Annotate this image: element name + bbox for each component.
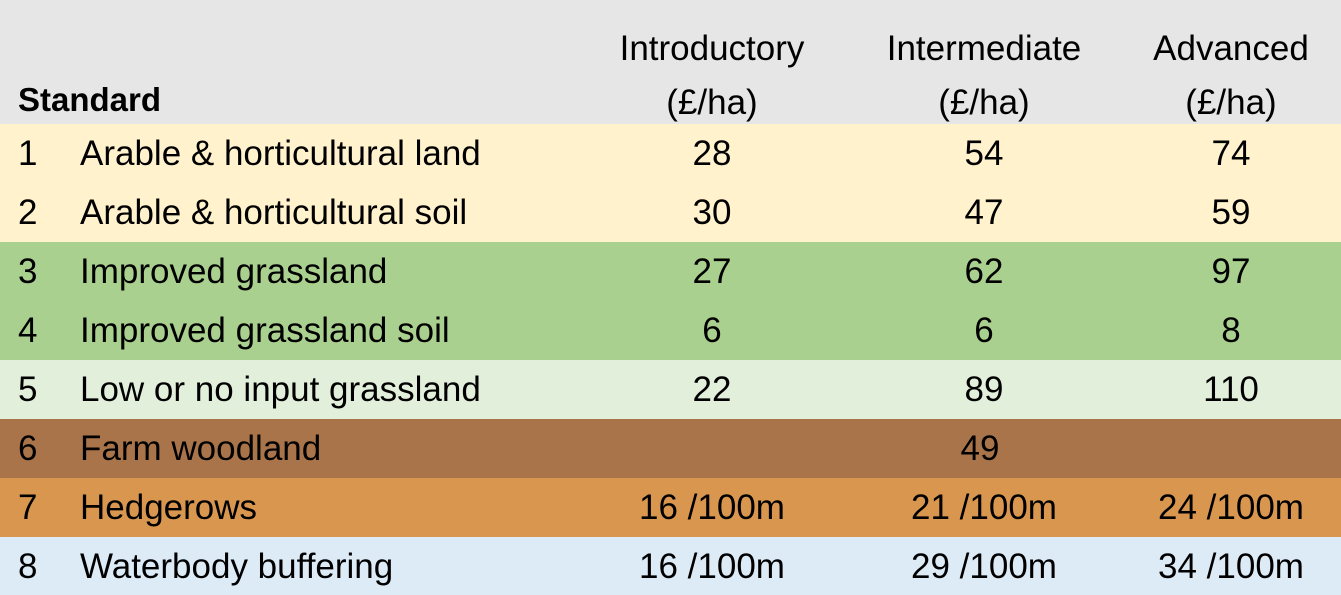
table-row: 4 Improved grassland soil 6 6 8 xyxy=(0,301,1341,360)
intermediate-rate: 89 xyxy=(964,370,1004,409)
introductory-rate: 16 /100m xyxy=(639,547,785,586)
introductory-column-header: Introductory (£/ha) xyxy=(590,22,834,130)
standard-number: 4 xyxy=(18,311,38,350)
standard-number: 6 xyxy=(18,429,38,468)
intermediate-rate: 29 /100m xyxy=(911,547,1057,586)
standard-column-header: Standard xyxy=(18,81,162,118)
standard-number: 7 xyxy=(18,488,38,527)
flat-rate: 49 xyxy=(960,429,1000,468)
advanced-header-unit: (£/ha) xyxy=(1185,83,1277,122)
standard-number: 5 xyxy=(18,370,38,409)
intermediate-rate: 47 xyxy=(964,193,1004,232)
advanced-rate: 8 xyxy=(1221,311,1241,350)
advanced-rate: 74 xyxy=(1211,134,1251,173)
standard-number: 2 xyxy=(18,193,38,232)
standard-name: Hedgerows xyxy=(80,488,258,527)
advanced-rate: 24 /100m xyxy=(1158,488,1304,527)
standard-name: Waterbody buffering xyxy=(80,547,394,586)
advanced-rate: 59 xyxy=(1211,193,1251,232)
standard-name: Farm woodland xyxy=(80,429,322,468)
advanced-header-title: Advanced xyxy=(1153,29,1309,68)
intermediate-rate: 54 xyxy=(964,134,1004,173)
introductory-rate: 22 xyxy=(692,370,732,409)
introductory-rate: 27 xyxy=(692,252,732,291)
table-row: 5 Low or no input grassland 22 89 110 xyxy=(0,360,1341,419)
intermediate-rate: 62 xyxy=(964,252,1004,291)
standard-name: Low or no input grassland xyxy=(80,370,481,409)
introductory-header-unit: (£/ha) xyxy=(666,83,758,122)
table-row: 1 Arable & horticultural land 28 54 74 xyxy=(0,124,1341,183)
intermediate-header-unit: (£/ha) xyxy=(938,83,1030,122)
advanced-rate: 97 xyxy=(1211,252,1251,291)
standard-name: Arable & horticultural land xyxy=(80,134,481,173)
advanced-rate: 110 xyxy=(1203,370,1259,409)
standard-number: 3 xyxy=(18,252,38,291)
standard-name: Improved grassland soil xyxy=(80,311,450,350)
table-header: Standard Introductory (£/ha) Intermediat… xyxy=(0,0,1341,124)
table-row: 8 Waterbody buffering 16 /100m 29 /100m … xyxy=(0,537,1341,595)
introductory-header-title: Introductory xyxy=(619,29,805,68)
introductory-rate: 30 xyxy=(692,193,732,232)
introductory-rate: 16 /100m xyxy=(639,488,785,527)
intermediate-header-title: Intermediate xyxy=(886,29,1082,68)
standard-name: Arable & horticultural soil xyxy=(80,193,468,232)
standard-number: 8 xyxy=(18,547,38,586)
introductory-rate: 6 xyxy=(702,311,722,350)
introductory-rate: 28 xyxy=(692,134,732,173)
table-row: 6 Farm woodland 49 xyxy=(0,419,1341,478)
advanced-column-header: Advanced (£/ha) xyxy=(1128,22,1334,130)
table-row: 2 Arable & horticultural soil 30 47 59 xyxy=(0,183,1341,242)
intermediate-rate: 6 xyxy=(974,311,994,350)
table-row: 3 Improved grassland 27 62 97 xyxy=(0,242,1341,301)
intermediate-column-header: Intermediate (£/ha) xyxy=(858,22,1110,130)
intermediate-rate: 21 /100m xyxy=(911,488,1057,527)
standard-number: 1 xyxy=(18,134,38,173)
table-row: 7 Hedgerows 16 /100m 21 /100m 24 /100m xyxy=(0,478,1341,537)
advanced-rate: 34 /100m xyxy=(1158,547,1304,586)
standard-name: Improved grassland xyxy=(80,252,388,291)
